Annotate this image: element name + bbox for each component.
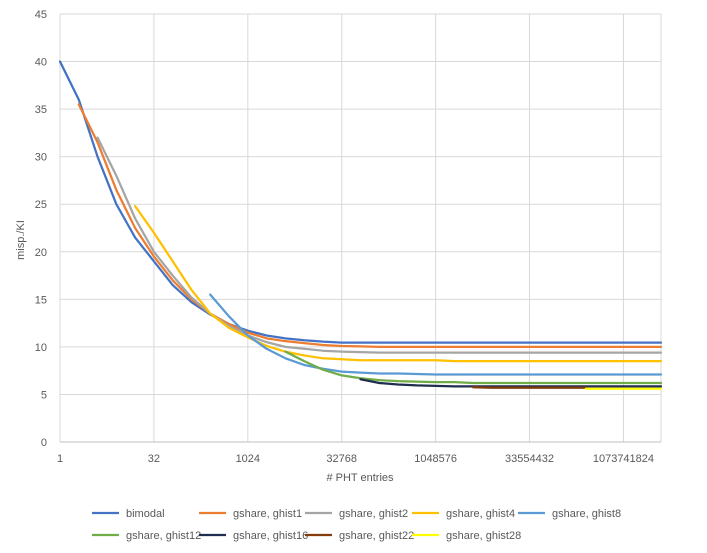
series-line-gshare-ghist8 <box>209 293 663 376</box>
legend-label: gshare, ghist16 <box>233 530 308 542</box>
legend-item: gshare, ghist1 <box>199 508 302 520</box>
legend-item: gshare, ghist28 <box>412 530 521 542</box>
legend-item: bimodal <box>92 508 165 520</box>
y-tick-label: 30 <box>35 152 47 164</box>
legend-label: gshare, ghist22 <box>339 530 414 542</box>
y-axis-title: misp./KI <box>15 220 27 260</box>
x-tick-label: 1048576 <box>414 453 457 465</box>
x-tick-label: 32768 <box>326 453 357 465</box>
x-tick-label: 1024 <box>236 453 260 465</box>
x-tick-label: 1 <box>57 453 63 465</box>
legend-label: gshare, ghist12 <box>126 530 201 542</box>
series-line-gshare-ghist16 <box>359 378 663 388</box>
series-line-gshare-ghist2 <box>96 136 663 354</box>
x-tick-label: 1073741824 <box>593 453 654 465</box>
legend-item: gshare, ghist12 <box>92 530 201 542</box>
y-tick-label: 10 <box>35 342 47 354</box>
legend-label: gshare, ghist4 <box>446 508 515 520</box>
y-tick-label: 35 <box>35 104 47 116</box>
legend-label: gshare, ghist28 <box>446 530 521 542</box>
x-tick-label: 32 <box>148 453 160 465</box>
y-tick-label: 5 <box>41 389 47 401</box>
legend-label: gshare, ghist8 <box>552 508 621 520</box>
legend-item: gshare, ghist22 <box>305 530 414 542</box>
legend-item: gshare, ghist2 <box>305 508 408 520</box>
y-tick-label: 45 <box>35 9 47 21</box>
y-tick-label: 0 <box>41 437 47 449</box>
series-line-gshare-ghist1 <box>77 103 663 349</box>
legend-label: bimodal <box>126 508 165 520</box>
series-line-bimodal <box>58 60 663 344</box>
legend-item: gshare, ghist16 <box>199 530 308 542</box>
legend: bimodal gshare, ghist1 gshare, ghist2 gshar… <box>92 508 621 542</box>
legend-item: gshare, ghist4 <box>412 508 515 520</box>
y-tick-label: 40 <box>35 57 47 69</box>
legend-label: gshare, ghist1 <box>233 508 302 520</box>
series-line-gshare-ghist4 <box>134 204 663 363</box>
series-line-gshare-ghist12 <box>284 350 663 385</box>
y-tick-label: 25 <box>35 199 47 211</box>
series-lines <box>58 60 663 390</box>
legend-label: gshare, ghist2 <box>339 508 408 520</box>
x-tick-label: 33554432 <box>505 453 554 465</box>
y-tick-label: 15 <box>35 294 47 306</box>
y-tick-label: 20 <box>35 247 47 259</box>
legend-item: gshare, ghist8 <box>518 508 621 520</box>
axes: 0 5 10 15 20 25 30 35 40 45 1 32 1024 32768 1048576 335… <box>35 9 661 465</box>
x-axis-title: # PHT entries <box>326 472 394 484</box>
